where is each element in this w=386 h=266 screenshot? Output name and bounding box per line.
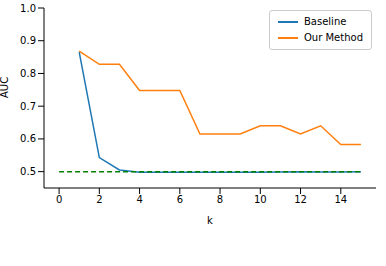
svg-text:10: 10 xyxy=(254,194,267,205)
svg-text:0.9: 0.9 xyxy=(20,35,36,46)
html-text:Baseline: Baseline xyxy=(304,16,347,27)
svg-text:8: 8 xyxy=(217,194,223,205)
svg-text:0.6: 0.6 xyxy=(20,133,36,144)
svg-text:6: 6 xyxy=(177,194,183,205)
svg-text:0.8: 0.8 xyxy=(20,68,36,79)
svg-text:0: 0 xyxy=(56,194,62,205)
svg-text:14: 14 xyxy=(334,194,347,205)
svg-text:2: 2 xyxy=(96,194,102,205)
svg-text:1.0: 1.0 xyxy=(20,3,36,14)
svg-text:AUC: AUC xyxy=(8,77,10,98)
svg-text:0.7: 0.7 xyxy=(20,101,36,112)
svg-text:0.5: 0.5 xyxy=(20,166,36,177)
svg-text:4: 4 xyxy=(136,194,142,205)
svg-text:12: 12 xyxy=(294,194,307,205)
svg-text:k: k xyxy=(207,215,213,226)
html-text:Our Method: Our Method xyxy=(304,32,363,43)
